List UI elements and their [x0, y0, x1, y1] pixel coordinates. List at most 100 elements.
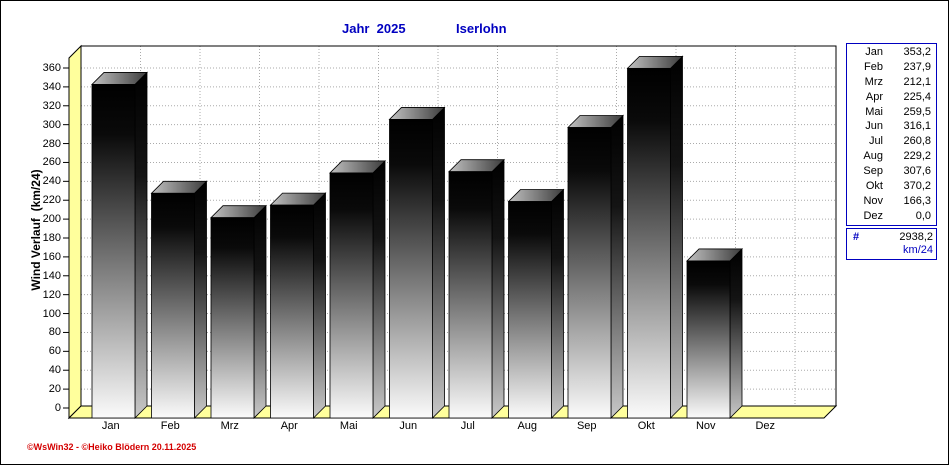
y-axis-tick-label: 180: [42, 232, 61, 244]
bar-side-Jan: [134, 71, 148, 419]
x-axis-month-label: Mai: [339, 420, 358, 432]
y-axis-tick-label: 0: [54, 402, 61, 414]
x-axis-month-label: Nov: [695, 420, 716, 432]
bar-Apr: [270, 204, 314, 419]
chart-title-year: Jahr 2025: [342, 21, 406, 36]
legend-total-value: 2938,2: [899, 231, 933, 243]
bar-side-Jul: [491, 158, 505, 419]
legend-row: Aug 229,2: [849, 150, 934, 163]
bar-Jul: [448, 171, 493, 419]
x-axis-month-label: Apr: [280, 420, 298, 432]
legend-row: Jan 353,2: [849, 46, 934, 59]
x-axis-month-label: Jul: [460, 420, 475, 432]
y-axis-tick-label: 300: [42, 118, 61, 131]
bar-Aug: [508, 201, 552, 419]
x-axis-month-label: Jan: [101, 420, 120, 432]
legend-month-value: 237,9: [903, 60, 931, 73]
y-axis-tick-label: 340: [42, 80, 61, 93]
legend-row: Jun 316,1: [849, 120, 934, 133]
bar-Feb: [151, 192, 195, 419]
bar-Nov: [686, 260, 731, 419]
y-axis-tick-label: 20: [48, 383, 61, 396]
y-axis-tick-label: 280: [42, 137, 61, 150]
legend-row: Dez 0,0: [849, 210, 934, 223]
legend-month-value: 307,6: [903, 165, 931, 178]
bar-Mai: [329, 172, 374, 419]
bar-side-Aug: [551, 188, 564, 419]
bar-Jun: [389, 119, 433, 419]
x-axis-month-label: Aug: [517, 420, 538, 432]
legend-row: Mai 259,5: [849, 106, 934, 119]
legend-month-value: 260,8: [903, 135, 931, 148]
legend-box: Jan 353,2 Feb 237,9 Mrz 212,1 Apr 225,4 Mai 259,5…: [846, 43, 937, 226]
legend-total-unit: km/24: [903, 244, 933, 256]
x-axis-month-label: Okt: [637, 420, 655, 432]
y-axis-tick-label: 60: [48, 345, 61, 358]
legend-row: Apr 225,4: [849, 91, 934, 104]
legend-month-label: Dez: [863, 209, 883, 222]
legend-month-label: Sep: [863, 165, 883, 178]
legend-month-value: 166,3: [903, 195, 931, 208]
legend-month-label: Apr: [865, 90, 883, 103]
legend-month-label: Jan: [865, 45, 883, 58]
copyright-text: ©WsWin32 - ©Heiko Blödern 20.11.2025: [27, 442, 197, 452]
legend-month-value: 0,0: [915, 209, 931, 222]
legend-total-row: # 2938,2: [850, 231, 933, 244]
y-axis-tick-label: 40: [48, 364, 61, 377]
bar-Jan: [91, 84, 136, 419]
legend-month-value: 225,4: [903, 90, 931, 103]
x-axis-month-label: Mrz: [220, 420, 239, 432]
legend-row: Sep 307,6: [849, 165, 934, 178]
legend-row: Jul 260,8: [849, 135, 934, 148]
legend-row: Nov 166,3: [849, 195, 934, 208]
legend-month-label: Mai: [865, 105, 883, 118]
legend-month-value: 212,1: [903, 75, 931, 88]
y-axis-tick-label: 260: [42, 156, 61, 169]
axis-wall-3d: [68, 44, 82, 420]
bar-side-Sep: [610, 114, 624, 419]
y-axis-tick-label: 140: [42, 269, 61, 282]
bar-side-Jun: [432, 106, 445, 419]
legend-row: Mrz 212,1: [849, 76, 934, 89]
legend-month-label: Nov: [863, 195, 883, 208]
legend-total-box: # 2938,2 km/24: [846, 228, 937, 260]
legend-month-label: Jul: [868, 135, 883, 148]
legend-month-label: Mrz: [864, 75, 883, 88]
legend-month-value: 259,5: [903, 105, 931, 118]
x-axis-month-label: Dez: [755, 420, 776, 432]
y-axis-tick-label: 100: [42, 307, 61, 320]
bar-Sep: [567, 127, 612, 419]
x-axis-month-label: Feb: [160, 420, 180, 432]
bar-Mrz: [210, 217, 255, 419]
legend-month-value: 370,2: [903, 180, 931, 193]
bar-side-Okt: [670, 55, 683, 419]
legend-month-value: 353,2: [903, 45, 931, 58]
bar-Okt: [627, 67, 671, 419]
legend-total-symbol: #: [853, 231, 860, 243]
y-axis-tick-label: 240: [42, 175, 61, 188]
bar-side-Mai: [372, 159, 386, 419]
bar-side-Apr: [313, 192, 326, 419]
legend-month-label: Jun: [865, 120, 883, 133]
legend-row: Feb 237,9: [849, 61, 934, 74]
legend-row: Okt 370,2: [849, 180, 934, 193]
bar-side-Nov: [729, 247, 743, 419]
y-axis-tick-label: 320: [42, 99, 61, 112]
legend-month-value: 229,2: [903, 150, 931, 163]
chart-title-station: Iserlohn: [456, 21, 507, 36]
legend-month-label: Aug: [863, 150, 883, 163]
y-axis-tick-label: 160: [42, 250, 61, 263]
y-axis-tick-label: 80: [48, 326, 61, 339]
x-axis-month-label: Jun: [399, 420, 418, 432]
y-axis-tick-label: 360: [42, 62, 61, 74]
legend-month-value: 316,1: [903, 120, 931, 133]
legend-month-label: Feb: [864, 60, 883, 73]
y-axis-tick-label: 120: [42, 288, 61, 301]
y-axis-tick-label: 220: [42, 194, 61, 207]
legend-month-label: Okt: [865, 180, 883, 193]
bar-side-Mrz: [253, 204, 267, 419]
x-axis-month-label: Sep: [576, 420, 597, 432]
y-axis-tick-label: 200: [42, 213, 61, 226]
